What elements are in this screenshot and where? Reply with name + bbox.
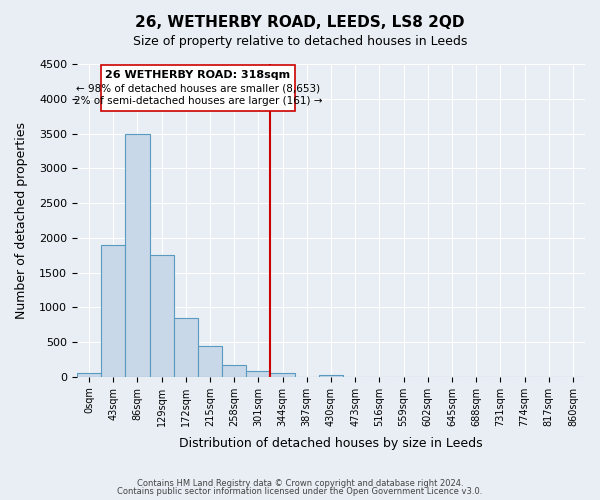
Text: 2% of semi-detached houses are larger (161) →: 2% of semi-detached houses are larger (1… <box>74 96 322 106</box>
Text: 26, WETHERBY ROAD, LEEDS, LS8 2QD: 26, WETHERBY ROAD, LEEDS, LS8 2QD <box>135 15 465 30</box>
Bar <box>198 346 222 377</box>
Bar <box>319 374 343 377</box>
Y-axis label: Number of detached properties: Number of detached properties <box>15 122 28 319</box>
Text: Contains HM Land Registry data © Crown copyright and database right 2024.: Contains HM Land Registry data © Crown c… <box>137 478 463 488</box>
Text: ← 98% of detached houses are smaller (8,653): ← 98% of detached houses are smaller (8,… <box>76 84 320 94</box>
Bar <box>77 374 101 377</box>
Text: Contains public sector information licensed under the Open Government Licence v3: Contains public sector information licen… <box>118 487 482 496</box>
Bar <box>125 134 149 377</box>
Bar <box>101 244 125 377</box>
Bar <box>149 255 174 377</box>
Bar <box>271 372 295 377</box>
Bar <box>247 370 271 377</box>
X-axis label: Distribution of detached houses by size in Leeds: Distribution of detached houses by size … <box>179 437 483 450</box>
Bar <box>174 318 198 377</box>
Text: 26 WETHERBY ROAD: 318sqm: 26 WETHERBY ROAD: 318sqm <box>106 70 290 81</box>
Bar <box>101 66 295 112</box>
Text: Size of property relative to detached houses in Leeds: Size of property relative to detached ho… <box>133 35 467 48</box>
Bar <box>222 364 247 377</box>
